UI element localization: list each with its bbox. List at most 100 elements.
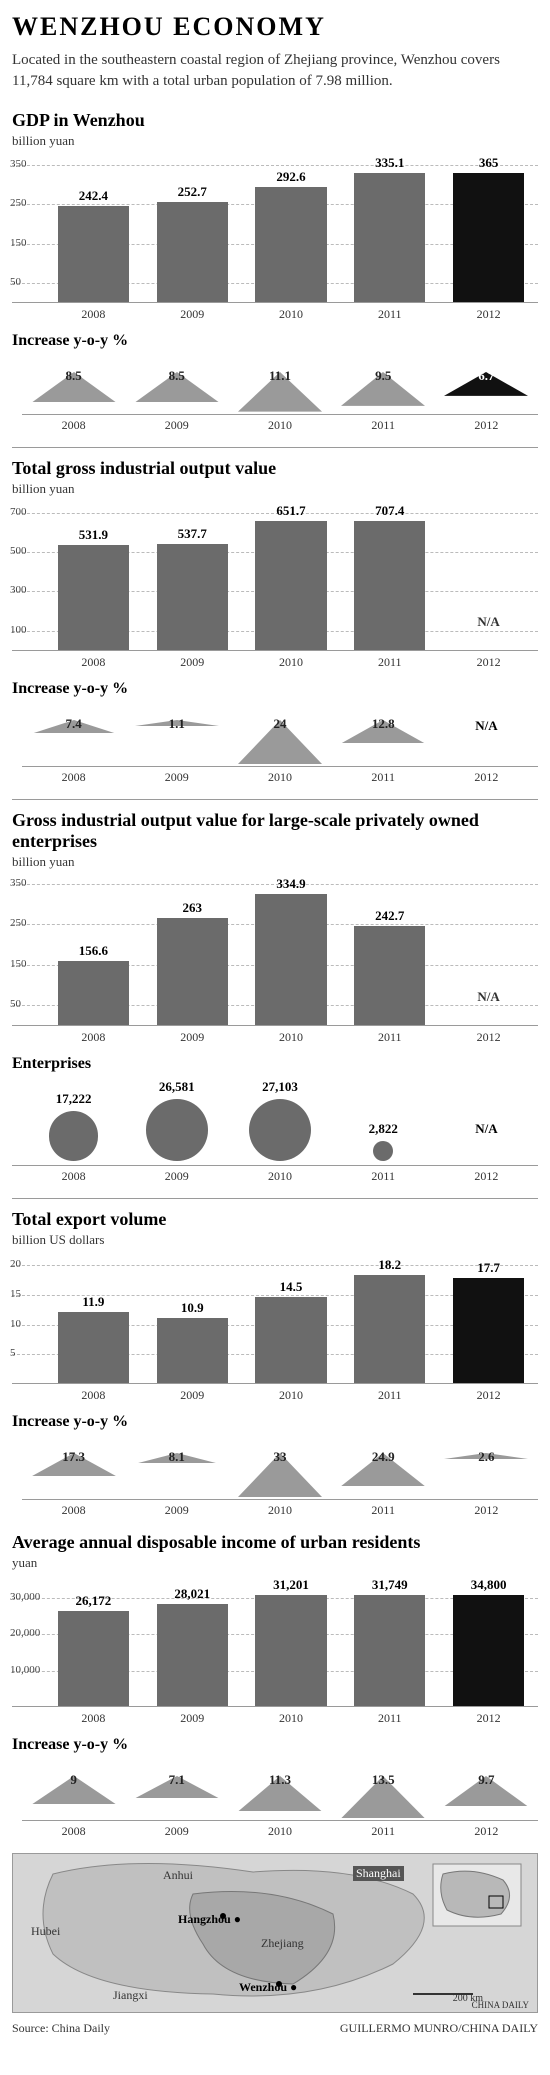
x-label: 2010: [242, 307, 341, 322]
enterprises-title: Enterprises: [12, 1055, 538, 1073]
tri-value: 7.4: [65, 716, 81, 732]
x-label: 2010: [242, 1711, 341, 1726]
circle: [249, 1099, 311, 1161]
section-private: Gross industrial output value for large-…: [12, 799, 538, 1184]
bar: [354, 173, 425, 302]
tri-value: 24.9: [372, 1449, 395, 1465]
tri-year: 2010: [228, 770, 331, 785]
bar: [157, 1318, 228, 1382]
footer-credit: GUILLERMO MUNRO/CHINA DAILY: [340, 2021, 538, 2036]
x-label: 2012: [439, 1388, 538, 1403]
bar-value: 34,800: [471, 1577, 507, 1593]
bar: [157, 918, 228, 1025]
section-industrial: Total gross industrial output valuebilli…: [12, 447, 538, 785]
tri-year: 2008: [22, 770, 125, 785]
x-label: 2011: [340, 307, 439, 322]
tri-value: 17.3: [62, 1449, 85, 1465]
x-label: 2009: [143, 1388, 242, 1403]
section-unit: billion yuan: [12, 854, 538, 870]
map-label-jiangxi: Jiangxi: [113, 1988, 148, 2003]
bar-na: N/A: [477, 614, 499, 650]
bar: [453, 1595, 524, 1706]
tri-year: 2009: [125, 1503, 228, 1518]
sections-container: GDP in Wenzhoubillion yuan 50150250350 2…: [12, 110, 538, 1839]
bar: [354, 1595, 425, 1706]
bar: [58, 961, 129, 1024]
x-label: 2008: [44, 307, 143, 322]
bar: [453, 1278, 524, 1383]
bar-na: N/A: [477, 989, 499, 1025]
circle-chart: 17,222 26,581 27,103 2,822 N/A 200820092…: [12, 1079, 538, 1184]
tri-year: 2009: [125, 418, 228, 433]
yoy-title: Increase y-o-y %: [12, 1736, 538, 1754]
bar-value: 28,021: [174, 1586, 210, 1602]
circle-year: 2008: [22, 1169, 125, 1184]
triangle-chart: 8.5 8.5 11.1 9.5 6.7: [12, 356, 538, 433]
bar: [453, 173, 524, 302]
tri-year: 2011: [332, 418, 435, 433]
bar: [255, 1595, 326, 1706]
bar: [157, 202, 228, 302]
tri-value: 8.5: [169, 368, 185, 384]
map-label-zhejiang: Zhejiang: [261, 1936, 304, 1951]
x-label: 2011: [340, 655, 439, 670]
tri-year: 2009: [125, 770, 228, 785]
footer: Source: China Daily GUILLERMO MUNRO/CHIN…: [12, 2021, 538, 2036]
x-label: 2009: [143, 1711, 242, 1726]
bar-value: 292.6: [276, 169, 305, 185]
x-label: 2011: [340, 1711, 439, 1726]
bar-value: 11.9: [82, 1294, 104, 1310]
tri-value: 6.7: [478, 368, 494, 384]
bar-value: 365: [479, 155, 499, 171]
main-title: WENZHOU ECONOMY: [12, 12, 538, 42]
bar: [354, 521, 425, 650]
bar-chart: 50150250350 156.6 263 334.9 242.7 N/A 20…: [12, 876, 538, 1045]
bar: [58, 1611, 129, 1706]
circle: [146, 1099, 207, 1160]
tri-value: 24: [274, 716, 287, 732]
triangle-chart: 17.3 8.1 33 24.9 2.6: [12, 1437, 538, 1518]
circle-year: 2012: [435, 1169, 538, 1184]
section-title: Total export volume: [12, 1209, 538, 1230]
section-income: Average annual disposable income of urba…: [12, 1532, 538, 1839]
tri-value: 8.1: [169, 1449, 185, 1465]
map-region: AnhuiShanghaiHubeiHangzhou ●ZhejiangJian…: [12, 1853, 538, 2013]
tri-year: 2011: [332, 1824, 435, 1839]
x-label: 2012: [439, 307, 538, 322]
map-label-hangzhou: Hangzhou ●: [178, 1912, 241, 1927]
map-label-shanghai: Shanghai: [353, 1866, 404, 1881]
bar-value: 537.7: [178, 526, 207, 542]
tri-year: 2008: [22, 1503, 125, 1518]
tri-value: 1.1: [169, 716, 185, 732]
yoy-title: Increase y-o-y %: [12, 332, 538, 350]
tri-year: 2010: [228, 418, 331, 433]
tri-value: 9: [70, 1772, 77, 1788]
tri-value: 2.6: [478, 1449, 494, 1465]
bar-value: 26,172: [76, 1593, 112, 1609]
x-label: 2008: [44, 1388, 143, 1403]
bar-chart: 10,00020,00030,000 26,172 28,021 31,201 …: [12, 1577, 538, 1726]
map-credit: CHINA DAILY: [472, 2000, 529, 2010]
section-title: Average annual disposable income of urba…: [12, 1532, 538, 1553]
bar: [58, 1312, 129, 1382]
bar: [58, 206, 129, 302]
circle-na: N/A: [475, 1121, 497, 1161]
circle-year: 2010: [228, 1169, 331, 1184]
tri-year: 2009: [125, 1824, 228, 1839]
x-label: 2012: [439, 1711, 538, 1726]
section-export: Total export volumebillion US dollars 51…: [12, 1198, 538, 1518]
tri-value: 12.8: [372, 716, 395, 732]
tri-value: 33: [274, 1449, 287, 1465]
bar-value: 242.4: [79, 188, 108, 204]
tri-value: 11.3: [269, 1772, 291, 1788]
bar: [255, 894, 326, 1025]
bar-value: 335.1: [375, 155, 404, 171]
circle-year: 2011: [332, 1169, 435, 1184]
bar-value: 651.7: [276, 503, 305, 519]
section-unit: billion yuan: [12, 133, 538, 149]
tri-year: 2011: [332, 1503, 435, 1518]
bar-value: 252.7: [178, 184, 207, 200]
bar: [157, 544, 228, 650]
tri-year: 2011: [332, 770, 435, 785]
circle: [49, 1111, 98, 1160]
